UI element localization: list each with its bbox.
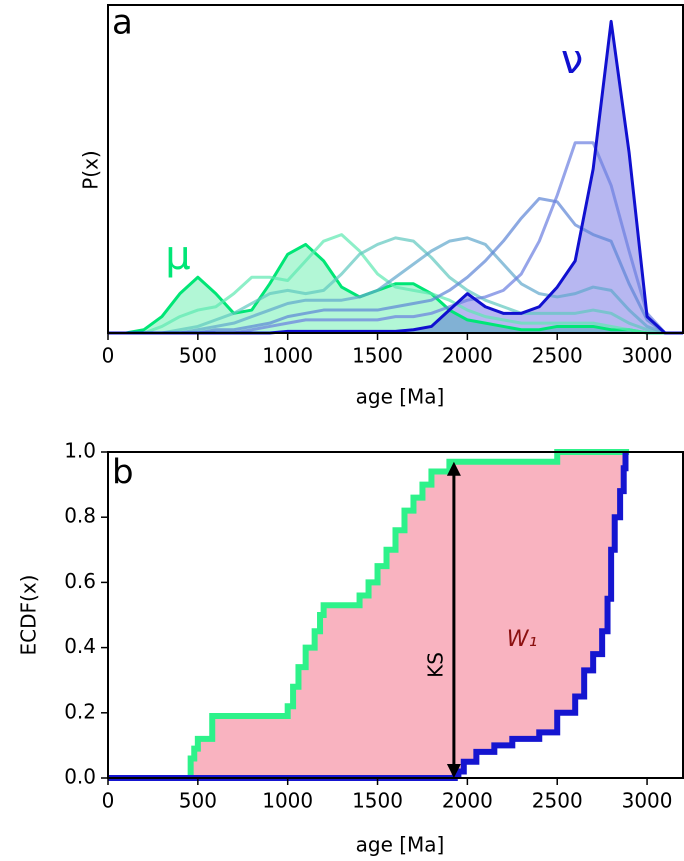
x-tick-label: 2500: [532, 344, 583, 368]
y-tick-label: 0.6: [64, 569, 96, 593]
x-tick-label: 2000: [442, 344, 493, 368]
ks-label: KS: [424, 652, 448, 678]
ecdf-line: [108, 449, 630, 781]
x-tick-label: 1500: [352, 344, 403, 368]
x-tick-label: 0: [102, 789, 115, 813]
ecdf-line: [108, 452, 629, 781]
area-label: W₁: [507, 627, 538, 652]
arrow-head: [446, 461, 461, 476]
y-axis-label: ECDF(x): [17, 575, 41, 656]
y-tick-label: 1.0: [64, 439, 96, 463]
arrow-head: [446, 764, 461, 778]
x-axis-label: age [Ma]: [356, 385, 445, 409]
series-label: ν: [561, 37, 583, 83]
x-tick-label: 0: [102, 344, 115, 368]
area: [108, 21, 683, 334]
x-tick-label: 3000: [622, 344, 673, 368]
series-label: μ: [165, 233, 190, 279]
density-line: [108, 233, 683, 335]
panel-label: a: [112, 3, 133, 43]
plot-frame: [107, 451, 684, 779]
density-line: [108, 236, 683, 335]
x-tick-label: 1500: [352, 789, 403, 813]
plot-frame: [107, 4, 684, 334]
x-axis-label: age [Ma]: [356, 833, 445, 857]
density-line: [108, 242, 683, 335]
x-tick-label: 3000: [622, 789, 673, 813]
y-tick-label: 0.2: [64, 699, 96, 723]
y-tick-label: 0.4: [64, 634, 96, 658]
y-tick-label: 0.0: [64, 765, 96, 789]
density-line: [108, 236, 683, 335]
x-tick-label: 1000: [262, 789, 313, 813]
area-between: [108, 452, 630, 778]
y-axis-label: P(x): [79, 150, 103, 190]
x-tick-label: 2000: [442, 789, 493, 813]
x-tick-label: 500: [179, 789, 217, 813]
panel-label: b: [112, 453, 134, 493]
y-tick-label: 0.8: [64, 504, 96, 528]
x-tick-label: 500: [179, 344, 217, 368]
x-tick-label: 1000: [262, 344, 313, 368]
x-tick-label: 2500: [532, 789, 583, 813]
